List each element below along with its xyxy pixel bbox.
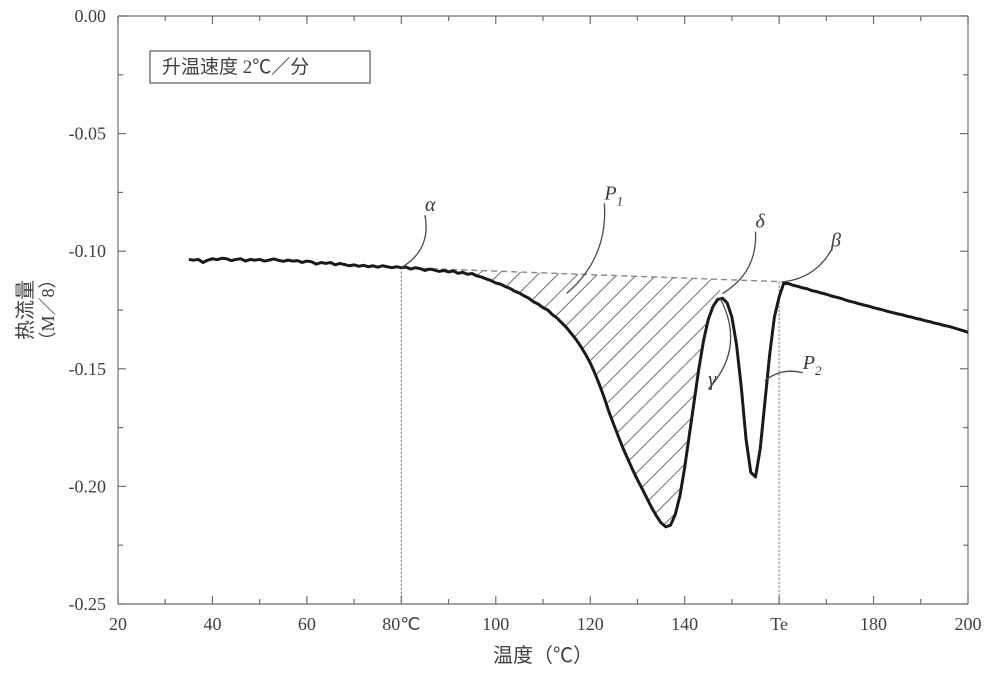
alpha-leader xyxy=(401,215,426,267)
x-tick-label: 40 xyxy=(203,614,221,634)
beta-label: β xyxy=(830,229,841,251)
p2-label: P2 xyxy=(802,352,822,378)
delta-label: δ xyxy=(756,211,766,233)
x-tick-label: Te xyxy=(770,614,788,634)
p2-leader xyxy=(765,371,803,380)
beta-leader xyxy=(784,250,831,281)
legend-text: 升温速度 2℃／分 xyxy=(162,56,309,78)
y-tick-label: -0.20 xyxy=(69,476,107,496)
x-tick-label: 80℃ xyxy=(382,614,420,634)
x-tick-label: 120 xyxy=(577,614,604,634)
gamma-label: γ xyxy=(708,368,717,390)
x-tick-label: 60 xyxy=(298,614,316,634)
y-tick-label: -0.25 xyxy=(69,594,107,614)
dsc-chart: 20 40 60 80℃ 100 120 140 Te 180 200 温度（℃） 0.00 -0.05… xyxy=(0,0,1000,680)
x-axis-title: 温度（℃） xyxy=(493,644,593,667)
x-tick-label: 200 xyxy=(955,614,982,634)
x-tick-label: 20 xyxy=(109,614,127,634)
x-tick-label: 100 xyxy=(482,614,509,634)
y-tick-label: -0.05 xyxy=(69,124,107,144)
delta-leader xyxy=(722,232,755,294)
y-tick-label: -0.15 xyxy=(69,359,107,379)
y-tick-label: -0.10 xyxy=(69,241,107,261)
x-tick-label: 180 xyxy=(860,614,887,634)
x-tick-label: 140 xyxy=(671,614,698,634)
y-tick-label: 0.00 xyxy=(75,6,107,26)
y-axis-unit: （M／8） xyxy=(38,270,58,349)
y-axis-title: 热流量 xyxy=(14,280,37,340)
alpha-label: α xyxy=(425,194,436,216)
p1-label: P1 xyxy=(603,182,623,208)
chart-svg: 20 40 60 80℃ 100 120 140 Te 180 200 温度（℃） 0.00 -0.05… xyxy=(0,0,1000,680)
p1-hatched-area xyxy=(401,267,720,527)
